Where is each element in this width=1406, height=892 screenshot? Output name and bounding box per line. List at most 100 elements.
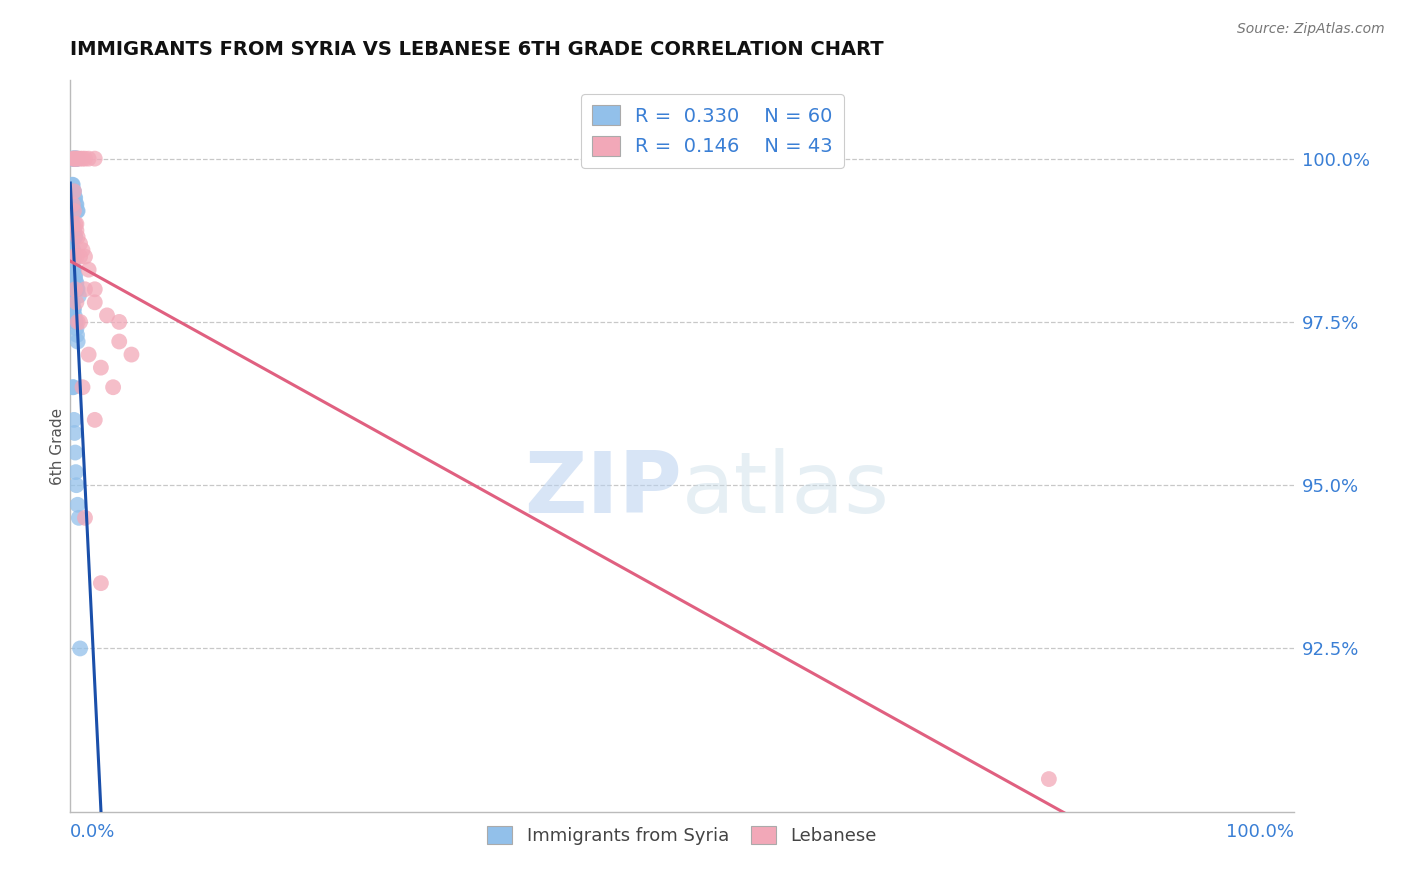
Text: Source: ZipAtlas.com: Source: ZipAtlas.com [1237,22,1385,37]
Point [108,334,131,349]
Point [63,315,86,329]
Point [73,250,96,264]
Point [63,269,86,284]
Point [66,282,89,296]
Point [66,230,89,244]
Point [66,203,89,218]
Point [90,360,112,375]
Point [63,184,86,198]
Point [83,152,105,166]
Point [63,301,86,316]
Text: 100.0%: 100.0% [1226,823,1294,841]
Text: 0.0%: 0.0% [70,823,115,841]
Point [63,250,86,264]
Point [63,184,86,198]
Point [63,282,86,296]
Point [63,191,86,205]
Point [72,243,94,257]
Point [60,295,83,310]
Point [63,425,86,440]
Point [69,236,91,251]
Point [60,178,83,192]
Point [63,250,86,264]
Point [62,152,84,166]
Point [63,152,86,166]
Point [101,380,124,394]
Point [63,152,86,166]
Point [72,380,94,394]
Point [83,413,105,427]
Point [83,282,105,296]
Y-axis label: 6th Grade: 6th Grade [49,408,65,484]
Point [63,217,86,231]
Point [65,217,87,231]
Point [62,184,84,198]
Point [1038,772,1060,786]
Point [66,152,89,166]
Point [96,309,118,323]
Point [65,152,87,166]
Point [62,243,84,257]
Point [66,315,89,329]
Point [60,256,83,270]
Point [66,282,89,296]
Text: atlas: atlas [682,449,890,532]
Point [63,152,86,166]
Point [66,498,89,512]
Point [73,152,96,166]
Point [62,262,84,277]
Point [63,230,86,244]
Point [63,269,86,284]
Point [73,511,96,525]
Point [63,152,86,166]
Point [60,152,83,166]
Text: IMMIGRANTS FROM SYRIA VS LEBANESE 6TH GRADE CORRELATION CHART: IMMIGRANTS FROM SYRIA VS LEBANESE 6TH GR… [70,40,884,59]
Point [66,152,89,166]
Point [60,217,83,231]
Point [69,641,91,656]
Point [65,478,87,492]
Point [62,243,84,257]
Point [77,152,100,166]
Point [63,309,86,323]
Point [63,413,86,427]
Point [65,250,87,264]
Point [63,191,86,205]
Point [69,152,91,166]
Point [77,262,100,277]
Point [62,152,84,166]
Point [62,256,84,270]
Point [62,217,84,231]
Point [63,262,86,277]
Legend: Immigrants from Syria, Lebanese: Immigrants from Syria, Lebanese [478,816,886,854]
Point [65,197,87,211]
Point [67,511,90,525]
Point [62,223,84,237]
Point [83,295,105,310]
Point [66,328,89,343]
Point [62,380,84,394]
Point [65,197,87,211]
Point [63,230,86,244]
Point [66,203,89,218]
Point [62,295,84,310]
Point [90,576,112,591]
Point [73,282,96,296]
Point [65,152,87,166]
Point [65,276,87,290]
Point [108,315,131,329]
Point [65,465,87,479]
Point [77,347,100,361]
Point [62,197,84,211]
Point [63,445,86,459]
Point [63,223,86,237]
Point [72,152,94,166]
Point [62,152,84,166]
Point [62,301,84,316]
Point [66,152,89,166]
Text: ZIP: ZIP [524,449,682,532]
Point [65,321,87,335]
Point [62,178,84,192]
Point [65,276,87,290]
Point [65,295,87,310]
